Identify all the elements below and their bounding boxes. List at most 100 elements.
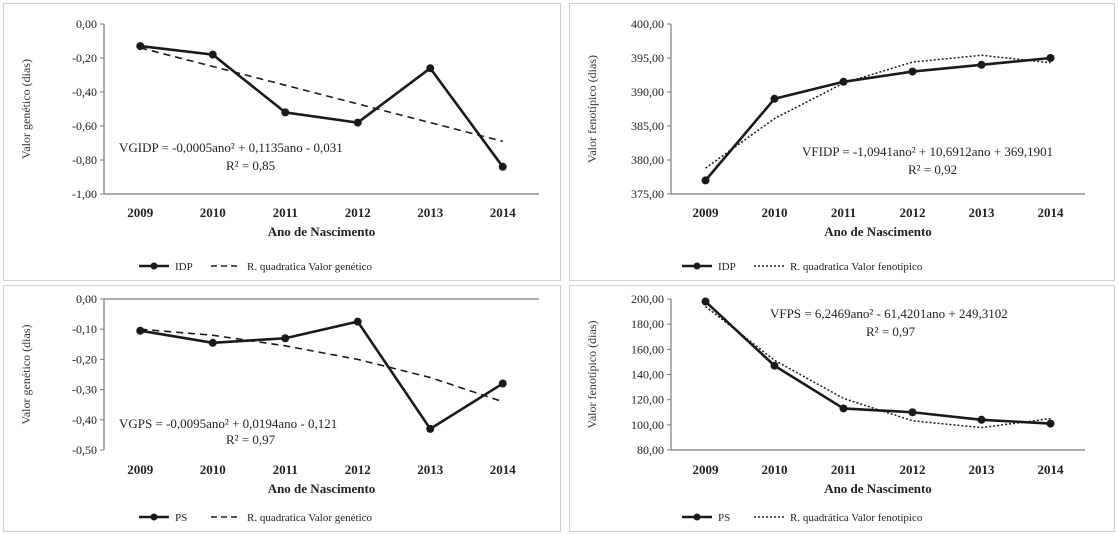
regression-equation: VFPS = 6,2469ano² - 61,4201ano + 249,310… (770, 306, 1008, 321)
y-tick-label: 100,00 (631, 418, 664, 432)
y-tick-label: -0,80 (72, 153, 97, 167)
legend: IDP R. quadratica Valor fenotípico (682, 261, 923, 273)
legend-label-trend: R. quadratica Valor genético (247, 261, 373, 273)
y-tick-label: 0,00 (76, 292, 97, 306)
x-tick-label: 2013 (969, 205, 996, 220)
chart-vf-idp: 400,00 395,00 390,00 385,00 380,00 375,00 2009… (585, 17, 1085, 273)
x-tick-label: 2011 (273, 205, 298, 220)
x-tick-label: 2014 (1038, 205, 1065, 220)
chart-panel-vf-idp: 400,00 395,00 390,00 385,00 380,00 375,00 2009… (569, 3, 1115, 281)
data-point (426, 64, 435, 73)
chart-vf-ps: 200,00 180,00 160,00 140,00 120,00 100,00 80,0… (585, 292, 1085, 524)
data-point (498, 162, 507, 171)
chart-vg-idp: 0,00 -0,20 -0,40 -0,60 -0,80 -1,00 2009 2010 201… (19, 17, 539, 273)
x-tick-label: 2012 (900, 462, 926, 477)
legend-marker (693, 262, 701, 270)
x-tick-label: 2010 (762, 205, 788, 220)
series-line-observed (704, 56, 1051, 182)
data-point (353, 118, 362, 127)
legend-label-observed: IDP (718, 261, 736, 273)
legend-label-trend: R. quadratica Valor genético (247, 512, 373, 524)
data-point (1046, 419, 1055, 428)
y-tick-label: 390,00 (631, 85, 664, 99)
y-tick-label: -1,00 (72, 187, 97, 201)
regression-equation: VFIDP = -1,0941ano² + 10,6912ano + 369,1… (802, 144, 1053, 159)
y-tick-label: 0,00 (76, 17, 97, 31)
legend-label-observed: PS (175, 512, 187, 524)
y-axis-label: Valor genético (dias) (19, 59, 33, 159)
x-tick-label: 2011 (273, 462, 298, 477)
x-tick-label: 2012 (345, 205, 371, 220)
data-point (908, 408, 917, 417)
r-squared: R² = 0,97 (866, 324, 916, 339)
y-tick-label: -0,40 (72, 85, 97, 99)
x-tick-label: 2010 (200, 462, 226, 477)
data-point (281, 108, 290, 117)
data-point (498, 379, 507, 388)
data-point (353, 317, 362, 326)
y-tick-label: -0,30 (72, 383, 97, 397)
regression-equation: VGIDP = -0,0005ano² + 0,1135ano - 0,031 (119, 140, 343, 155)
legend-marker (150, 513, 158, 521)
legend-marker (150, 262, 158, 270)
y-tick-label: -0,20 (72, 352, 97, 366)
y-tick-label: -0,40 (72, 413, 97, 427)
x-axis-label: Ano de Nascimento (268, 224, 376, 239)
y-axis-label: Valor genético (dias) (19, 325, 33, 425)
data-point (426, 424, 435, 433)
r-squared: R² = 0,97 (226, 432, 276, 447)
x-axis-label: Ano de Nascimento (824, 481, 932, 496)
x-tick-label: 2010 (200, 205, 226, 220)
legend: PS R. quadratica Valor genético (139, 512, 373, 524)
legend-marker (693, 513, 701, 521)
y-tick-label: 380,00 (631, 153, 664, 167)
legend-label-trend: R. quadrática Valor fenotípico (790, 512, 923, 524)
x-tick-label: 2009 (693, 205, 720, 220)
x-tick-label: 2011 (831, 462, 856, 477)
y-tick-label: 180,00 (631, 317, 664, 331)
series-line-observed (140, 320, 504, 431)
data-point (839, 404, 848, 413)
data-point (136, 326, 145, 335)
data-point (701, 297, 710, 306)
data-point (281, 334, 290, 343)
y-tick-label: 385,00 (631, 119, 664, 133)
chart-panel-vg-idp: 0,00 -0,20 -0,40 -0,60 -0,80 -1,00 2009 2010 201… (3, 3, 561, 281)
r-squared: R² = 0,85 (226, 158, 275, 173)
series-line-trend (705, 305, 1051, 429)
x-tick-label: 2013 (417, 205, 444, 220)
data-point (208, 50, 217, 59)
x-tick-label: 2014 (490, 462, 517, 477)
x-tick-label: 2012 (345, 462, 371, 477)
regression-equation: VGPS = -0,0095ano² + 0,0194ano - 0,121 (119, 416, 337, 431)
series-line-observed (704, 300, 1051, 425)
y-tick-label: -0,60 (72, 119, 97, 133)
data-point (770, 361, 779, 370)
chart-panel-vg-ps: 0,00 -0,10 -0,20 -0,30 -0,40 -0,50 2009 2010 201… (3, 285, 561, 532)
series-line-trend (140, 47, 503, 143)
y-tick-label: 200,00 (631, 292, 664, 306)
y-tick-label: 395,00 (631, 51, 664, 65)
y-axis-label: Valor fenotípico (dias) (585, 321, 599, 429)
y-tick-label: -0,50 (72, 443, 97, 457)
chart-vg-ps: 0,00 -0,10 -0,20 -0,30 -0,40 -0,50 2009 2010 201… (19, 292, 539, 524)
legend-label-trend: R. quadratica Valor fenotípico (790, 261, 923, 273)
y-tick-label: 140,00 (631, 368, 664, 382)
y-axis-label: Valor fenotípico (dias) (585, 55, 599, 163)
data-point (208, 338, 217, 347)
x-axis-label: Ano de Nascimento (824, 224, 932, 239)
y-tick-label: 160,00 (631, 342, 664, 356)
x-tick-label: 2009 (127, 205, 154, 220)
y-tick-label: -0,10 (72, 322, 97, 336)
data-point (908, 67, 917, 76)
data-point (977, 60, 986, 69)
data-point (977, 415, 986, 424)
x-tick-label: 2013 (417, 462, 444, 477)
y-tick-label: 400,00 (631, 17, 664, 31)
x-tick-label: 2010 (762, 462, 788, 477)
y-tick-label: 80,00 (637, 443, 664, 457)
x-tick-label: 2014 (490, 205, 517, 220)
y-tick-label: 375,00 (631, 187, 664, 201)
chart-panel-vf-ps: 200,00 180,00 160,00 140,00 120,00 100,00 80,0… (569, 285, 1115, 532)
y-tick-label: 120,00 (631, 393, 664, 407)
